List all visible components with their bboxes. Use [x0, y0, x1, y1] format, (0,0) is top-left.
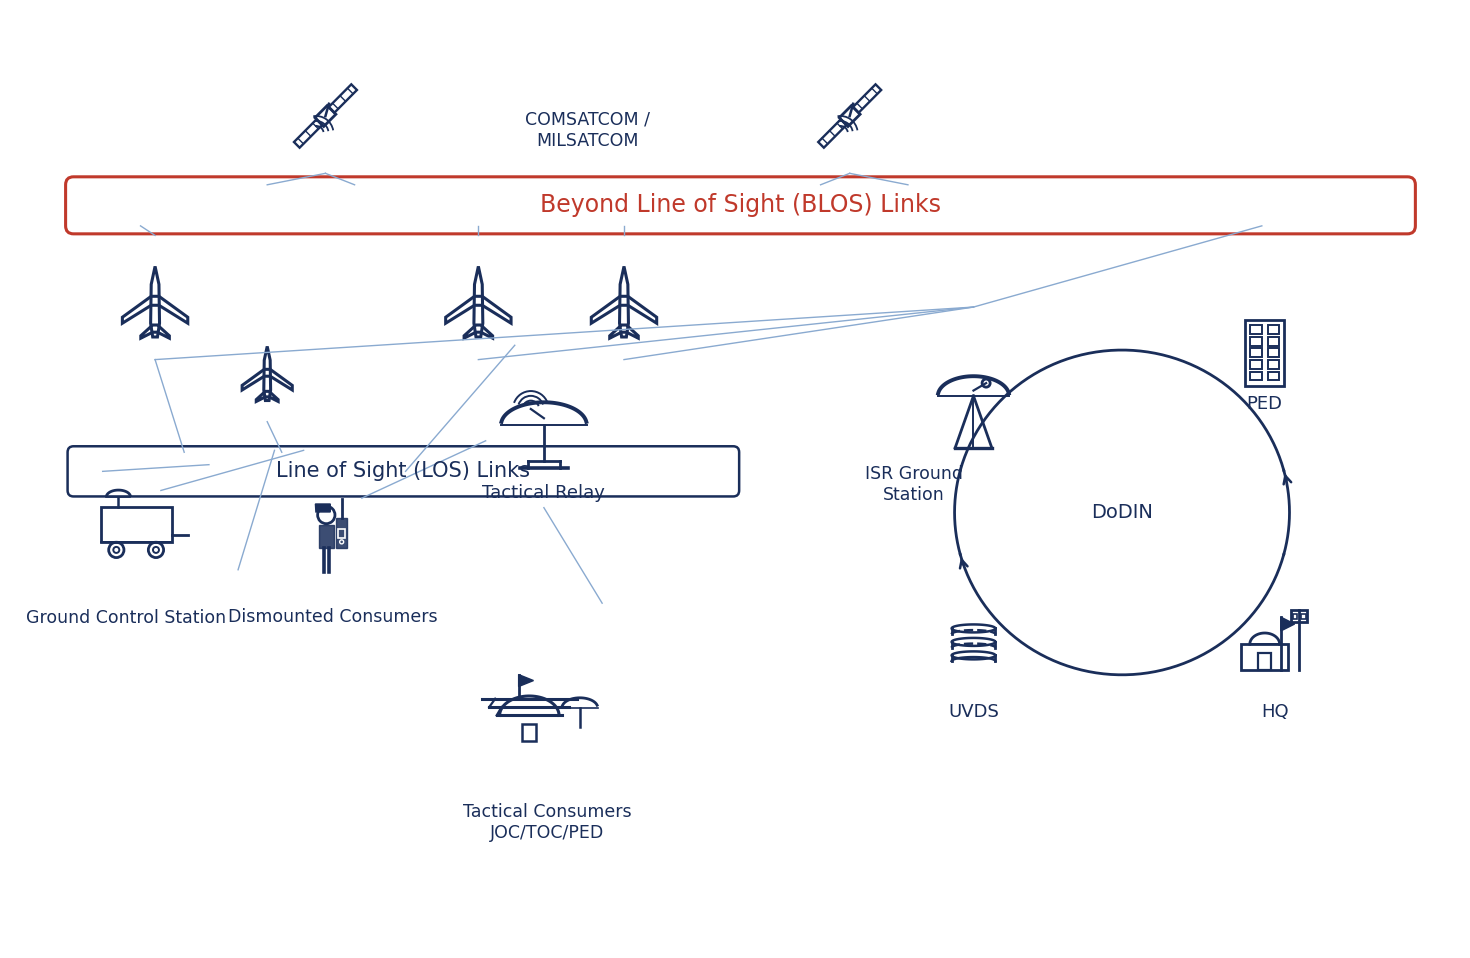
Text: DoDIN: DoDIN — [1091, 503, 1152, 522]
Polygon shape — [319, 525, 334, 548]
Text: Beyond Line of Sight (BLOS) Links: Beyond Line of Sight (BLOS) Links — [539, 194, 941, 217]
Text: Ground Control Station: Ground Control Station — [26, 609, 226, 627]
Polygon shape — [316, 504, 331, 512]
Text: UVDS: UVDS — [948, 703, 1000, 721]
Text: COMSATCOM /
MILSATCOM: COMSATCOM / MILSATCOM — [525, 111, 650, 149]
Polygon shape — [337, 518, 347, 548]
Text: Tactical Relay: Tactical Relay — [482, 484, 606, 501]
Polygon shape — [519, 674, 534, 687]
Text: Line of Sight (LOS) Links: Line of Sight (LOS) Links — [276, 462, 531, 481]
Text: Dismounted Consumers: Dismounted Consumers — [228, 607, 438, 626]
Polygon shape — [1280, 617, 1295, 631]
Text: HQ: HQ — [1261, 703, 1289, 721]
Text: Tactical Consumers
JOC/TOC/PED: Tactical Consumers JOC/TOC/PED — [463, 804, 632, 842]
Text: ISR Ground
Station: ISR Ground Station — [864, 465, 963, 504]
Text: PED: PED — [1247, 396, 1283, 414]
